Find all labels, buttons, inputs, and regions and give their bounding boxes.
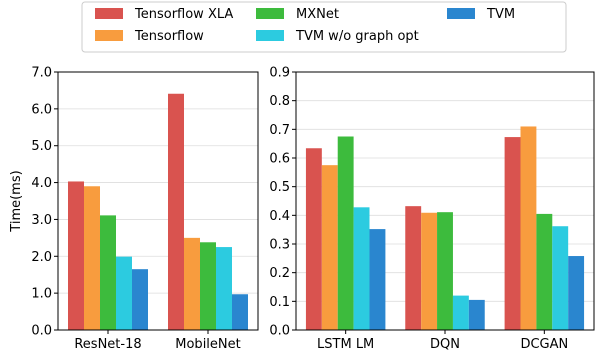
legend-label: TVM [486, 7, 515, 22]
y-axis-label: Time(ms) [9, 170, 24, 232]
bar-mxnet-lstm-lm [337, 136, 354, 330]
bar-tensorflow-dcgan [520, 126, 537, 330]
y-tick-label: 7.0 [31, 66, 52, 81]
bar-mxnet-dcgan [536, 213, 553, 330]
y-tick-label: 0.2 [269, 266, 290, 281]
legend-label: TVM w/o graph opt [295, 29, 419, 44]
y-tick-label: 0.9 [269, 66, 290, 81]
legend-item-mxnet: MXNet [256, 7, 339, 22]
bar-tvm-resnet-18 [132, 269, 148, 330]
bar-tensorflow-xla-lstm-lm [305, 148, 322, 330]
bar-tvm-dcgan [568, 256, 585, 330]
legend-item-tensorflow-xla: Tensorflow XLA [95, 7, 233, 22]
legend-swatch [256, 8, 284, 19]
right-chart: 0.0 0.1 0.2 0.3 0.4 0.5 0.6 0.7 0.8 0.9 LSTM LM DQN… [269, 66, 595, 352]
y-tick-label: 0.0 [31, 324, 52, 339]
legend-swatch [256, 30, 284, 41]
y-tick-label: 0.0 [269, 324, 290, 339]
bar-tensorflow-xla-dcgan [504, 137, 521, 330]
x-tick-label-lstm-lm: LSTM LM [317, 337, 374, 352]
x-tick-label-dcgan: DCGAN [520, 337, 568, 352]
y-tick-label: 0.8 [269, 94, 290, 109]
legend-item-tvm: TVM [447, 7, 515, 22]
y-tick-label: 0.1 [269, 295, 290, 310]
legend-item-tvm-w-o-graph-opt: TVM w/o graph opt [256, 29, 419, 44]
bar-tensorflow-dqn [421, 212, 438, 330]
legend-item-tensorflow: Tensorflow [95, 29, 204, 44]
axes-frame [57, 71, 259, 331]
y-tick-label: 0.4 [269, 209, 290, 224]
x-tick-label-resnet-18: ResNet-18 [74, 337, 141, 352]
y-tick-label: 2.0 [31, 250, 52, 265]
legend-label: Tensorflow XLA [134, 7, 233, 22]
bar-tvm-w-o-graph-opt-resnet-18 [116, 256, 132, 330]
x-tick-label-dqn: DQN [430, 337, 460, 352]
bar-mxnet-dqn [437, 212, 453, 330]
bar-tensorflow-resnet-18 [84, 186, 100, 330]
bar-tvm-mobilenet [232, 294, 248, 330]
bar-tvm-w-o-graph-opt-dcgan [552, 226, 569, 330]
legend: Tensorflow XLA Tensorflow MXNet TVM w/o gra… [81, 1, 567, 53]
bar-tvm-w-o-graph-opt-lstm-lm [353, 207, 370, 330]
bar-tensorflow-xla-dqn [405, 206, 422, 330]
legend-swatch [95, 30, 123, 41]
y-tick-label: 4.0 [31, 176, 52, 191]
bar-tensorflow-lstm-lm [321, 165, 338, 330]
y-tick-label: 0.5 [269, 180, 290, 195]
legend-swatch [95, 8, 123, 19]
y-tick-label: 6.0 [31, 102, 52, 117]
bar-mxnet-resnet-18 [100, 215, 116, 330]
bar-tvm-dqn [468, 299, 485, 330]
left-chart: 0.0 1.0 2.0 3.0 4.0 5.0 6.0 7.0 ResNet-18 MobileN… [9, 66, 259, 352]
legend-label: Tensorflow [134, 29, 204, 44]
x-tick-label-mobilenet: MobileNet [175, 337, 240, 352]
bar-tensorflow-xla-resnet-18 [68, 181, 84, 330]
legend-frame [81, 1, 567, 53]
y-tick-label: 3.0 [31, 213, 52, 228]
bar-tensorflow-xla-mobilenet [168, 93, 184, 330]
bar-tvm-w-o-graph-opt-dqn [452, 295, 469, 330]
y-tick-label: 0.6 [269, 152, 290, 167]
y-tick-label: 1.0 [31, 287, 52, 302]
bar-tvm-lstm-lm [369, 229, 386, 330]
bar-tensorflow-mobilenet [184, 237, 200, 330]
bar-tvm-w-o-graph-opt-mobilenet [216, 247, 232, 330]
y-tick-label: 5.0 [31, 139, 52, 154]
y-tick-label: 0.7 [269, 123, 290, 138]
bar-mxnet-mobilenet [200, 242, 216, 330]
y-tick-label: 0.3 [269, 238, 290, 253]
legend-label: MXNet [296, 7, 339, 22]
legend-swatch [447, 8, 475, 19]
